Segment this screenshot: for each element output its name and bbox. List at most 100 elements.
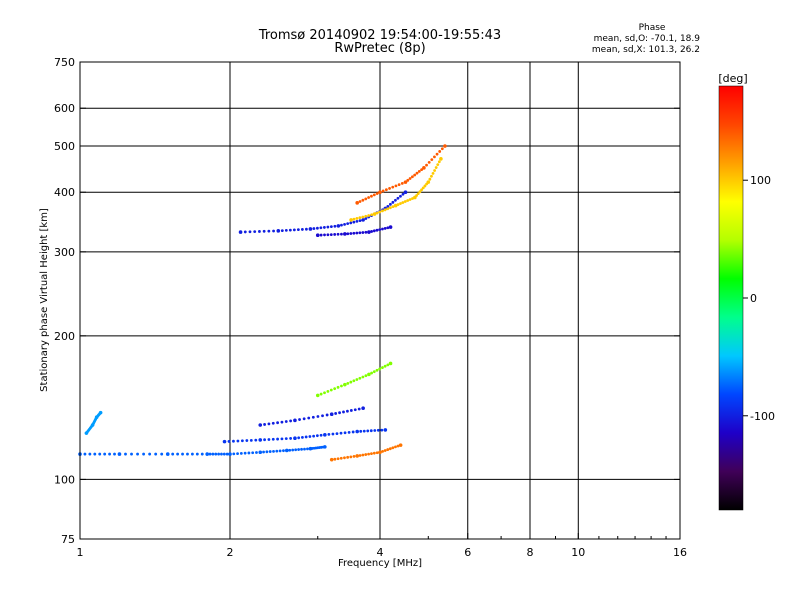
phase-stat-o: mean, sd,O: -70.1, 18.9 xyxy=(594,34,701,44)
interp-point xyxy=(361,198,365,202)
interp-point xyxy=(435,152,439,156)
data-point xyxy=(343,382,347,387)
interp-point xyxy=(364,374,368,378)
interp-point xyxy=(375,228,379,232)
interp-point xyxy=(315,226,319,230)
data-point xyxy=(293,418,297,423)
interp-point xyxy=(391,185,395,189)
data-point xyxy=(222,439,227,444)
interp-point xyxy=(364,230,368,234)
chart-subtitle: RwPretec (8p) xyxy=(334,41,425,56)
interp-point xyxy=(301,435,304,439)
interp-point xyxy=(373,429,377,432)
y-tick-label: 500 xyxy=(54,140,75,153)
interp-point xyxy=(346,381,350,385)
interp-point xyxy=(364,197,368,201)
interp-point xyxy=(315,434,319,438)
interp-point xyxy=(232,452,236,456)
interp-point xyxy=(253,230,257,234)
interp-point xyxy=(340,384,343,388)
x-axis-ticks: 1 2 4 6 8 10 16 xyxy=(77,533,687,559)
interp-point xyxy=(308,435,312,438)
interp-point xyxy=(340,232,343,236)
interp-point xyxy=(247,451,251,455)
interp-point xyxy=(289,419,293,423)
interp-point xyxy=(297,436,301,440)
interp-point xyxy=(263,423,266,426)
interp-point xyxy=(333,457,337,461)
data-point xyxy=(355,454,359,458)
interp-point xyxy=(381,189,385,193)
interp-point xyxy=(388,447,392,451)
interp-point xyxy=(420,188,423,192)
interp-point xyxy=(355,217,359,220)
interp-point xyxy=(304,435,308,439)
interp-point xyxy=(343,456,346,460)
interp-point xyxy=(352,454,356,458)
interp-point xyxy=(333,233,337,236)
y-tick-label: 200 xyxy=(54,330,75,343)
interp-point xyxy=(302,417,306,421)
data-point xyxy=(388,361,393,366)
interp-point xyxy=(336,232,340,236)
interp-point xyxy=(388,187,391,190)
interp-point xyxy=(243,230,247,234)
interp-point xyxy=(195,452,199,456)
interp-point xyxy=(124,452,127,456)
interp-point xyxy=(211,452,215,456)
interp-point xyxy=(280,229,284,232)
interp-point xyxy=(362,429,366,433)
colorbar-ticks: 100 0 -100 xyxy=(743,174,775,423)
interp-point xyxy=(191,452,194,456)
interp-point xyxy=(113,452,116,456)
interp-point xyxy=(181,452,184,456)
interp-point xyxy=(339,456,343,460)
interp-point xyxy=(436,163,440,167)
data-point xyxy=(426,180,431,184)
interp-point xyxy=(258,230,261,233)
interp-point xyxy=(336,457,340,461)
interp-point xyxy=(326,233,330,237)
data-point xyxy=(403,180,408,184)
interp-point xyxy=(304,227,308,231)
interp-point xyxy=(276,421,279,425)
data-point xyxy=(117,452,122,456)
interp-point xyxy=(319,233,323,237)
grid-lines xyxy=(80,62,680,539)
interp-point xyxy=(417,169,421,173)
interp-point xyxy=(148,452,152,456)
interp-point xyxy=(370,452,373,456)
interp-point xyxy=(401,192,405,196)
y-axis-ticks: 75 100 200 300 400 500 600 750 xyxy=(54,56,680,546)
data-point xyxy=(258,438,263,442)
interp-point xyxy=(408,177,412,180)
interp-point xyxy=(333,224,337,228)
phase-stat-x: mean, sd,X: 101.3, 26.2 xyxy=(592,45,700,55)
interp-point xyxy=(358,219,362,223)
interp-point xyxy=(381,209,384,213)
interp-point xyxy=(370,213,373,217)
interp-point xyxy=(378,210,382,214)
interp-point xyxy=(278,449,282,453)
interp-point xyxy=(430,174,433,178)
interp-point xyxy=(383,226,387,230)
interp-point xyxy=(288,448,292,452)
x-tick-label: 4 xyxy=(377,546,384,559)
interp-point xyxy=(271,421,275,425)
interp-point xyxy=(335,432,339,435)
interp-point xyxy=(343,431,347,435)
interp-point xyxy=(358,454,362,457)
data-point xyxy=(361,406,365,411)
interp-point xyxy=(272,449,275,453)
y-tick-label: 100 xyxy=(54,473,75,486)
interp-point xyxy=(370,230,374,233)
interp-point xyxy=(364,453,368,456)
interp-point xyxy=(311,415,315,419)
interp-point xyxy=(326,225,330,229)
interp-point xyxy=(284,228,288,232)
interp-point xyxy=(386,207,390,211)
interp-point xyxy=(383,208,387,212)
data-point xyxy=(388,225,393,229)
interp-point xyxy=(437,160,441,164)
interp-point xyxy=(367,196,370,199)
